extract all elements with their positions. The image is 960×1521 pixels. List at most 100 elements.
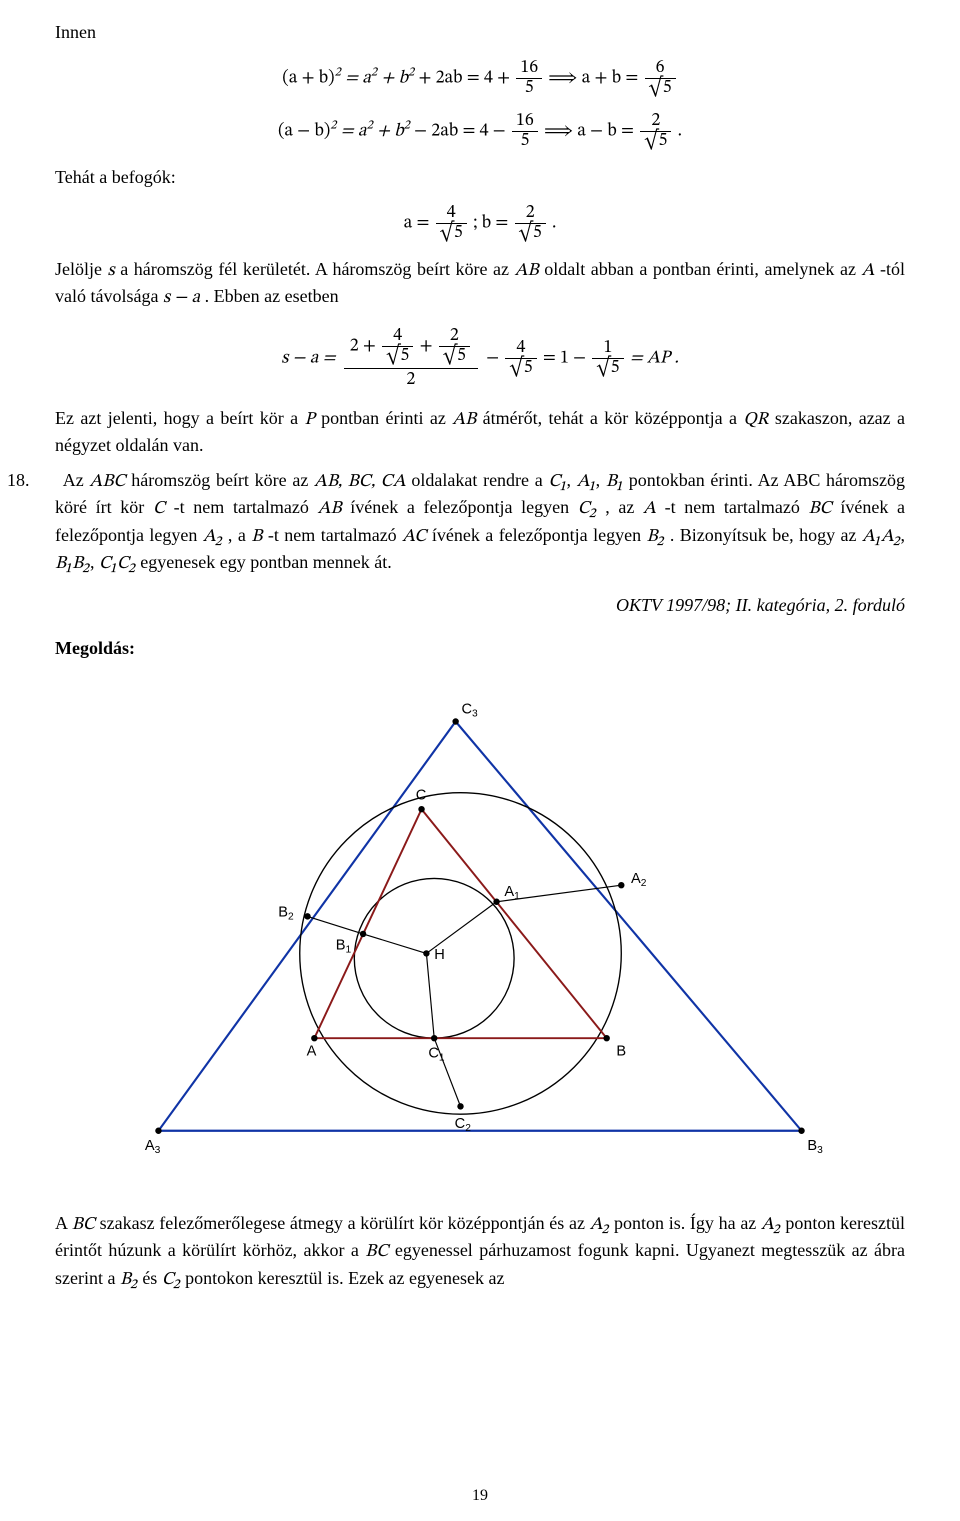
- txt: átmérőt, tehát a kör középpontja a: [483, 408, 744, 428]
- var: A₂: [761, 1216, 781, 1234]
- num: 6: [645, 59, 676, 79]
- txt: ⟹ a + b =: [548, 70, 642, 88]
- txt: Jelölje: [55, 259, 108, 279]
- txt: -t nem tartalmazó: [268, 525, 402, 545]
- var: A: [643, 500, 656, 518]
- para-bottom: A BC szakasz felezőmerőlegese átmegy a k…: [55, 1211, 905, 1293]
- var: C₁: [548, 473, 566, 491]
- var: BC: [72, 1216, 95, 1234]
- txt: egyenesek egy pontban mennek át.: [140, 552, 391, 572]
- den: √5: [436, 224, 467, 243]
- txt: + b: [381, 70, 408, 88]
- txt: A: [55, 1213, 72, 1233]
- den: √5: [505, 359, 536, 378]
- den: √5: [515, 224, 546, 243]
- txt: szakasz felezőmerőlegese átmegy a körülí…: [100, 1213, 590, 1233]
- txt: . Bizonyítsuk be, hogy az: [670, 525, 862, 545]
- txt: oldalakat rendre a: [411, 470, 548, 490]
- var: C₂: [162, 1271, 181, 1289]
- txt: -t nem tartalmazó: [665, 497, 809, 517]
- var-a: A: [862, 262, 875, 280]
- txt: −: [486, 350, 503, 368]
- txt: ponton is. Így ha az: [614, 1213, 761, 1233]
- para-ez: Ez azt jelenti, hogy a beírt kör a P pon…: [55, 406, 905, 458]
- txt: oldalt abban a pontban érinti, amelynek …: [544, 259, 861, 279]
- svg-text:A1: A1: [504, 884, 520, 902]
- txt: a háromszög fél kerületét. A háromszög b…: [120, 259, 514, 279]
- svg-text:A: A: [307, 1044, 317, 1060]
- num: 4: [505, 339, 536, 359]
- svg-text:H: H: [434, 948, 445, 964]
- eq-a-minus-b: (a − b)2 = a2 + b2 − 2ab = 4 − 165 ⟹ a −…: [55, 112, 905, 151]
- problem-18: 18. Az ABC háromszög beírt köre az AB, B…: [31, 468, 905, 577]
- sup: 2: [404, 119, 410, 132]
- svg-text:B3: B3: [807, 1138, 823, 1156]
- txt: − 2ab = 4 −: [414, 123, 510, 141]
- var: B₁: [606, 473, 623, 491]
- num: 4: [382, 327, 413, 347]
- txt: pontokon keresztül is. Ezek az egyenesek…: [185, 1268, 504, 1288]
- innen-label: Innen: [55, 20, 905, 45]
- txt: = a: [345, 70, 371, 88]
- txt: = a: [341, 123, 367, 141]
- var: C₁C₂: [99, 555, 136, 573]
- den: 5: [516, 79, 542, 98]
- svg-text:A3: A3: [145, 1138, 161, 1156]
- txt: ívének a felezőpontja legyen: [432, 525, 647, 545]
- var-sa: s − a: [163, 289, 200, 307]
- svg-text:B: B: [616, 1044, 626, 1060]
- megoldas-label: Megoldás:: [55, 636, 905, 661]
- txt: (a + b): [282, 70, 334, 88]
- svg-text:B2: B2: [278, 905, 294, 923]
- var-p: P: [304, 411, 314, 429]
- txt: -t nem tartalmazó: [174, 497, 318, 517]
- eq-s-minus-a: s − a = 2 + 4√5 + 2√5 2 − 4√5 = 1 − 1√5 …: [55, 325, 905, 392]
- txt: = 1 −: [543, 350, 591, 368]
- svg-text:B1: B1: [336, 938, 352, 956]
- num: 2: [640, 112, 671, 132]
- var: A₂: [590, 1216, 610, 1234]
- txt: + 2ab = 4 +: [418, 70, 514, 88]
- svg-text:A2: A2: [631, 872, 647, 890]
- para-jelolje: Jelölje s a háromszög fél kerületét. A h…: [55, 257, 905, 311]
- var: B₂: [647, 528, 665, 546]
- var: AB, BC, CA: [314, 473, 406, 491]
- problem-number: 18.: [31, 468, 58, 493]
- den: 2: [344, 369, 478, 392]
- triangle-diagram: ABCA1B1C1A2B2C2A3B3C3H: [100, 671, 860, 1191]
- var: ABC: [89, 473, 125, 491]
- den: √5: [592, 359, 623, 378]
- sup: 2: [371, 66, 377, 79]
- tehat-label: Tehát a befogók:: [55, 165, 905, 190]
- num: 1: [592, 339, 623, 359]
- txt: Az: [63, 470, 90, 490]
- var: A₁A₂: [862, 528, 901, 546]
- txt: és: [142, 1268, 162, 1288]
- txt: ,: [596, 470, 606, 490]
- num: 16: [512, 112, 538, 132]
- svg-text:C1: C1: [428, 1046, 445, 1064]
- svg-text:C3: C3: [461, 702, 478, 720]
- txt: ; b =: [473, 215, 512, 233]
- eq-a-plus-b: (a + b)2 = a2 + b2 + 2ab = 4 + 165 ⟹ a +…: [55, 59, 905, 98]
- num: 4: [436, 204, 467, 224]
- num: 2: [515, 204, 546, 224]
- den: √5: [439, 347, 470, 366]
- var: B₂: [120, 1271, 138, 1289]
- var-ab: AB: [515, 262, 539, 280]
- sup: 2: [408, 66, 414, 79]
- figure-container: ABCA1B1C1A2B2C2A3B3C3H: [55, 671, 905, 1191]
- txt: , az: [605, 497, 643, 517]
- txt: ívének a felezőpontja legyen: [350, 497, 578, 517]
- page-number: 19: [0, 1485, 960, 1507]
- txt: = AP .: [630, 350, 679, 368]
- den: √5: [382, 347, 413, 366]
- txt: . Ebben az esetben: [205, 286, 339, 306]
- txt: a =: [404, 215, 434, 233]
- var-s: s: [108, 262, 115, 280]
- num: 16: [516, 59, 542, 79]
- den: 5: [512, 132, 538, 151]
- txt: háromszög beírt köre az: [131, 470, 314, 490]
- var: AC: [402, 528, 426, 546]
- svg-text:C: C: [416, 788, 427, 804]
